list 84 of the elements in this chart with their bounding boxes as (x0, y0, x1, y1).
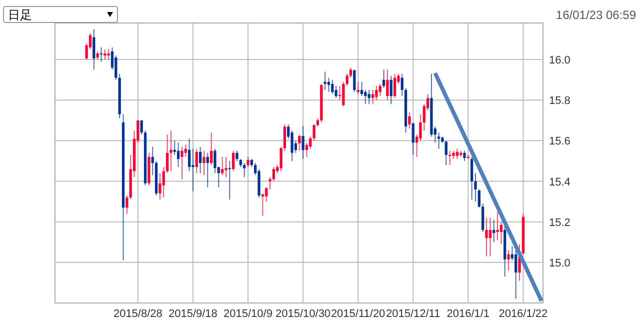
x-tick-label: 2015/9/18 (168, 308, 218, 320)
x-tick-label: 2015/8/28 (113, 308, 162, 320)
candlestick (206, 152, 209, 188)
candlestick (302, 126, 304, 160)
text: 16/01/23 06:59 (556, 8, 636, 22)
candlestick (371, 89, 374, 105)
candlestick (393, 73, 396, 99)
candlestick (265, 186, 268, 202)
y-tick-label: 15.4 (549, 176, 570, 188)
x-tick-label: 2015/11/20 (330, 308, 386, 320)
candlestick (382, 69, 386, 88)
candlestick (198, 146, 202, 174)
candlestick (375, 85, 378, 101)
text: 日足 (8, 8, 32, 22)
candlestick (232, 150, 235, 172)
candlestick (338, 85, 342, 101)
candlestick (246, 156, 250, 168)
candlestick (500, 221, 502, 245)
candlestick (202, 150, 206, 176)
candlestick (151, 146, 154, 176)
candlestick (184, 144, 187, 158)
candlestick (478, 188, 480, 208)
candlestick (488, 217, 492, 257)
candlestick (437, 132, 440, 150)
candlestick (210, 132, 213, 166)
candlestick (327, 77, 330, 92)
x-tick-label: 2015/10/30 (276, 308, 331, 320)
candlestick (188, 138, 191, 172)
candlestick (470, 156, 474, 200)
candlestick (485, 217, 488, 257)
candlestick (180, 146, 184, 180)
candlestick (390, 75, 392, 105)
candlestick (228, 160, 231, 200)
candlestick (360, 81, 364, 97)
candlestick (173, 140, 176, 156)
y-tick-label: 16.0 (549, 54, 570, 67)
candlestick (448, 150, 452, 166)
candlestick (507, 250, 510, 272)
x-tick-label: 2016/1/1 (446, 308, 490, 320)
candlestick (114, 54, 118, 80)
candlestick (272, 166, 276, 182)
candlestick (162, 166, 165, 198)
candlestick (456, 148, 458, 160)
candlestick (140, 120, 143, 136)
candlestick (100, 46, 103, 62)
candlestick (331, 79, 334, 95)
candlestick (92, 28, 96, 70)
candlestick (492, 219, 496, 243)
candlestick (236, 150, 238, 162)
candlestick (220, 156, 224, 176)
candlestick (305, 142, 308, 158)
candlestick (176, 142, 180, 168)
y-tick-label: 15.8 (549, 95, 570, 108)
y-tick-label: 15.2 (549, 216, 570, 229)
candlestick (368, 89, 370, 105)
candlestick (412, 122, 414, 156)
y-tick-label: 15.0 (549, 257, 570, 270)
candlestick (444, 140, 448, 166)
candlestick (400, 73, 404, 97)
candlestick (126, 194, 128, 214)
candlestick (353, 69, 356, 92)
candlestick (496, 211, 499, 241)
candlestick (107, 48, 110, 60)
candlestick (214, 148, 216, 174)
candlestick (243, 162, 246, 178)
candlestick (356, 81, 360, 95)
candlestick (195, 148, 198, 174)
candlestick (463, 150, 466, 162)
candlestick (192, 148, 194, 192)
candlestick (386, 69, 389, 101)
candlestick (324, 71, 326, 90)
x-tick-label: 2015/10/9 (224, 308, 272, 320)
candlestick (364, 89, 367, 105)
candlestick (224, 156, 228, 178)
x-tick-label: 2015/12/11 (386, 308, 440, 320)
candlestick (170, 130, 172, 172)
candlestick (104, 48, 106, 60)
candlestick (408, 112, 411, 130)
candlestick (378, 83, 382, 97)
candlestick (298, 134, 301, 152)
x-tick-label: 2016/1/22 (498, 308, 548, 320)
candlestick (166, 134, 169, 174)
y-tick-label: 15.6 (549, 136, 570, 148)
candlestick (482, 203, 484, 232)
